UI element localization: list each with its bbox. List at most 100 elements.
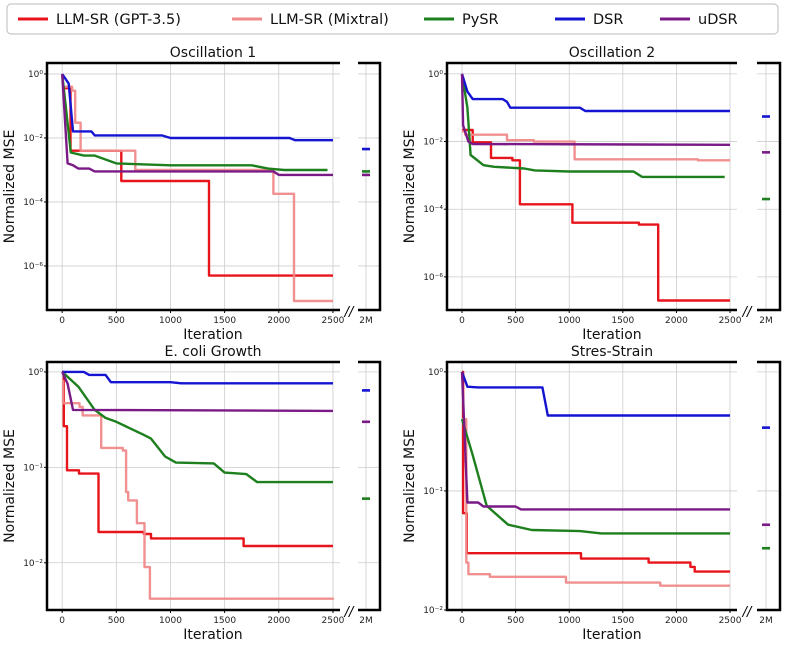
x-tick-label: 0 xyxy=(59,616,65,626)
x-tick-label: 2500 xyxy=(719,616,742,626)
series-line-dsr xyxy=(460,371,730,417)
axes-frame xyxy=(45,61,340,312)
x-tick-label: 500 xyxy=(108,316,125,326)
x-tick-label-2m: 2M xyxy=(359,316,373,326)
y-axis-label: Normalized MSE xyxy=(402,429,418,543)
x-tick-label-2m: 2M xyxy=(759,616,773,626)
legend: LLM-SR (GPT-3.5) LLM-SR (Mixtral) PySR DSR u… xyxy=(6,3,779,35)
y-tick-label: 10⁻⁴ xyxy=(23,198,43,208)
y-tick-label: 10⁰ xyxy=(428,368,443,378)
axis-break-mark: // xyxy=(742,605,753,620)
series-line-udsr xyxy=(460,73,731,146)
subplot-4: // 0 500 1000 1500 2000 2500 2M 10⁰ 10⁻¹ 10⁻² Stres… xyxy=(402,344,782,643)
x-axis-label: Iteration xyxy=(183,627,242,643)
series-line-udsr xyxy=(460,371,730,511)
axes-frame xyxy=(45,360,340,612)
x-tick-label: 1000 xyxy=(558,316,581,326)
x-tick-label: 500 xyxy=(507,316,524,326)
x-tick-label: 2000 xyxy=(267,616,290,626)
y-tick-label: 10⁻² xyxy=(23,559,43,569)
subplot-3: // 0 500 1000 1500 2000 2500 2M 10⁰ 10⁻¹ 10⁻² E. co… xyxy=(2,344,382,643)
y-tick-label: 10⁻⁶ xyxy=(23,262,43,272)
series-line-llm-sr-mixtral- xyxy=(62,85,333,303)
axes-frame-break xyxy=(358,360,382,612)
x-tick-label: 500 xyxy=(108,616,125,626)
series-line-llm-sr-gpt-3-5- xyxy=(461,370,730,573)
legend-item: LLM-SR (GPT-3.5) xyxy=(18,12,181,28)
y-tick-label: 10⁻² xyxy=(423,138,443,148)
series-line-dsr xyxy=(61,73,333,142)
x-tick-label: 0 xyxy=(459,616,465,626)
x-axis-label: Iteration xyxy=(582,627,641,643)
x-axis-label: Iteration xyxy=(582,327,641,343)
axes-frame-break xyxy=(757,360,782,612)
series-line-llm-sr-mixtral- xyxy=(462,418,730,587)
legend-label: uDSR xyxy=(698,12,738,28)
series-line-llm-sr-gpt-3-5- xyxy=(462,128,730,302)
series-line-udsr xyxy=(61,73,333,177)
series-line-pysr xyxy=(460,73,725,179)
x-tick-label: 1500 xyxy=(213,616,236,626)
legend-item: uDSR xyxy=(660,12,738,28)
x-tick-label: 1500 xyxy=(213,316,236,326)
axes-frame xyxy=(445,360,737,612)
series-line-pysr xyxy=(460,418,730,535)
x-tick-label-2m: 2M xyxy=(759,316,773,326)
series-line-llm-sr-gpt-3-5- xyxy=(62,86,333,277)
x-tick-label: 0 xyxy=(59,316,65,326)
subplot-title: Stres-Strain xyxy=(571,344,653,360)
x-tick-label: 500 xyxy=(507,616,524,626)
axis-break-mark: // xyxy=(742,305,753,320)
x-tick-label: 2000 xyxy=(267,316,290,326)
x-tick-label: 2000 xyxy=(665,616,688,626)
x-tick-label-2m: 2M xyxy=(359,616,373,626)
x-tick-label: 1000 xyxy=(159,616,182,626)
axes-frame-break xyxy=(757,61,782,312)
y-axis-label: Normalized MSE xyxy=(2,429,18,543)
x-tick-label: 1500 xyxy=(611,616,634,626)
x-tick-label: 2500 xyxy=(719,316,742,326)
x-tick-label: 1000 xyxy=(159,316,182,326)
series-line-pysr xyxy=(61,371,333,484)
y-axis-label: Normalized MSE xyxy=(402,130,418,244)
axis-break-mark: // xyxy=(344,305,355,320)
series-line-pysr xyxy=(61,73,328,172)
legend-item: LLM-SR (Mixtral) xyxy=(232,12,389,28)
subplot-title: Oscillation 1 xyxy=(170,45,256,61)
y-tick-label: 10⁰ xyxy=(28,70,43,80)
x-tick-label: 2500 xyxy=(322,316,345,326)
y-tick-label: 10⁰ xyxy=(28,368,43,378)
subplot-title: Oscillation 2 xyxy=(569,45,655,61)
y-tick-label: 10⁻⁴ xyxy=(423,205,443,215)
y-tick-label: 10⁻⁶ xyxy=(423,273,443,283)
y-tick-label: 10⁻¹ xyxy=(423,487,443,497)
legend-label: LLM-SR (GPT-3.5) xyxy=(56,12,181,28)
y-tick-label: 10⁻² xyxy=(423,606,443,616)
x-tick-label: 1000 xyxy=(558,616,581,626)
subplot-2: // 0 500 1000 1500 2000 2500 2M 10⁰ 10⁻² 10⁻⁴ 10⁻⁶ O… xyxy=(402,45,782,343)
x-tick-label: 1500 xyxy=(611,316,634,326)
legend-frame xyxy=(6,3,779,35)
y-tick-label: 10⁻² xyxy=(23,134,43,144)
series-line-dsr xyxy=(62,370,333,385)
y-tick-label: 10⁻¹ xyxy=(23,463,43,473)
subplot-title: E. coli Growth xyxy=(165,344,262,360)
axes-frame-break xyxy=(358,61,382,312)
series-line-udsr xyxy=(61,371,334,413)
x-tick-label: 2000 xyxy=(665,316,688,326)
x-axis-label: Iteration xyxy=(183,327,242,343)
axes-frame xyxy=(445,61,737,312)
series-line-llm-sr-gpt-3-5- xyxy=(62,370,333,548)
series-line-dsr xyxy=(460,73,730,113)
legend-item: DSR xyxy=(555,12,623,28)
y-tick-label: 10⁰ xyxy=(428,70,443,80)
legend-label: DSR xyxy=(593,12,623,28)
y-axis-label: Normalized MSE xyxy=(2,130,18,244)
x-tick-label: 0 xyxy=(459,316,465,326)
series-line-llm-sr-mixtral- xyxy=(62,380,335,600)
axis-break-mark: // xyxy=(344,605,355,620)
subplot-1: // 0 500 1000 1500 2000 2500 2M 10⁰ 10⁻² 10⁻⁴ 10⁻⁶ O… xyxy=(2,45,382,343)
legend-item: PySR xyxy=(424,12,499,28)
legend-label: PySR xyxy=(462,12,499,28)
